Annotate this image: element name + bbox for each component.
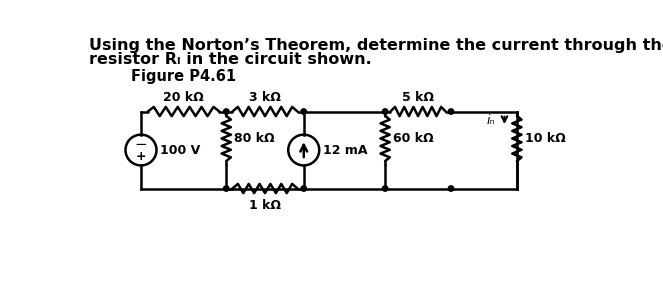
Text: 10 kΩ: 10 kΩ xyxy=(524,132,566,145)
Text: 3 kΩ: 3 kΩ xyxy=(249,91,281,104)
Circle shape xyxy=(448,109,453,114)
Text: iₙ: iₙ xyxy=(487,114,495,127)
Text: −: − xyxy=(135,137,147,152)
Text: 12 mA: 12 mA xyxy=(323,144,367,157)
Circle shape xyxy=(301,186,306,191)
Text: Using the Norton’s Theorem, determine the current through the 10 k ohms load: Using the Norton’s Theorem, determine th… xyxy=(89,38,663,53)
Text: resistor Rₗ in the circuit shown.: resistor Rₗ in the circuit shown. xyxy=(89,52,372,67)
Circle shape xyxy=(223,109,229,114)
Text: 1 kΩ: 1 kΩ xyxy=(249,199,281,212)
Text: 100 V: 100 V xyxy=(160,144,201,157)
Text: 80 kΩ: 80 kΩ xyxy=(234,132,274,145)
Text: Figure P4.61: Figure P4.61 xyxy=(131,69,236,84)
Text: +: + xyxy=(136,150,147,163)
Circle shape xyxy=(383,186,388,191)
Circle shape xyxy=(448,186,453,191)
Circle shape xyxy=(301,109,306,114)
Circle shape xyxy=(383,109,388,114)
Circle shape xyxy=(223,186,229,191)
Text: 20 kΩ: 20 kΩ xyxy=(163,91,204,104)
Text: 60 kΩ: 60 kΩ xyxy=(393,132,434,145)
Text: 5 kΩ: 5 kΩ xyxy=(402,91,434,104)
